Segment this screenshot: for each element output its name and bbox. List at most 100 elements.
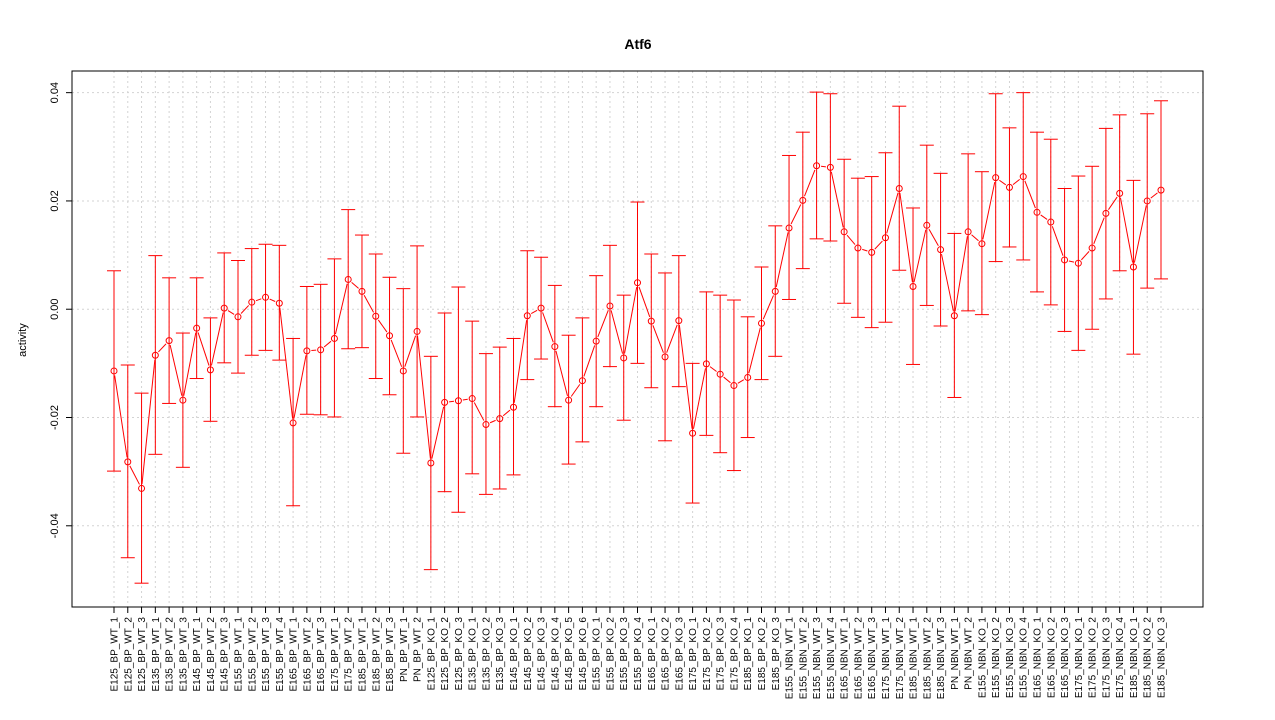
x-tick-label: E155_BP_WT_2: [247, 617, 258, 692]
x-tick-label: E125_BP_WT_2: [123, 617, 134, 692]
x-tick-label: E125_BP_KO_3: [454, 617, 465, 691]
data-point: [950, 312, 958, 320]
data-point: [702, 360, 710, 368]
data-point: [854, 244, 862, 252]
series-segment: [1051, 226, 1064, 256]
data-point: [151, 351, 159, 359]
x-tick-label: E185_BP_KO_1: [743, 617, 754, 691]
x-tick-label: E175_BP_KO_2: [702, 617, 713, 691]
data-point: [1157, 186, 1165, 194]
chart-title: Atf6: [624, 36, 651, 52]
data-point: [523, 312, 531, 320]
x-tick-label: E145_BP_KO_1: [509, 617, 520, 691]
x-tick-label: E185_NBN_KO_3: [1157, 617, 1168, 699]
x-tick-label: E165_NBN_KO_3: [1060, 617, 1071, 699]
x-tick-label: E185_NBN_WT_1: [909, 617, 920, 700]
data-point: [675, 317, 683, 325]
series-segment: [1080, 251, 1090, 261]
x-tick-label: E185_NBN_WT_3: [936, 617, 947, 700]
x-tick-label: E125_BP_WT_1: [110, 617, 121, 692]
series-segment: [129, 465, 140, 485]
data-point: [372, 312, 380, 320]
x-tick-label: E145_BP_WT_3: [220, 617, 231, 692]
x-tick-label: E155_NBN_WT_4: [826, 617, 837, 700]
series-segment: [652, 325, 664, 353]
data-point: [578, 377, 586, 385]
data-point: [1116, 189, 1124, 197]
series-segment: [555, 350, 568, 396]
data-point: [1143, 197, 1151, 205]
series-segment: [334, 283, 348, 335]
series-segment: [678, 324, 693, 429]
x-tick-label: E155_BP_WT_1: [233, 617, 244, 692]
data-point: [895, 184, 903, 192]
data-point: [220, 304, 228, 312]
data-point: [1019, 173, 1027, 181]
x-tick-label: E175_NBN_KO_4: [1115, 617, 1126, 699]
x-tick-label: E165_NBN_WT_2: [853, 617, 864, 700]
x-tick-label: E145_BP_KO_2: [523, 617, 534, 691]
series-segment: [114, 375, 128, 458]
x-tick-label: E185_BP_WT_3: [385, 617, 396, 692]
series-segment: [874, 240, 883, 250]
data-point: [441, 398, 449, 406]
x-tick-label: E135_BP_WT_1: [151, 617, 162, 692]
x-tick-label: E135_BP_KO_3: [495, 617, 506, 691]
x-tick-label: E185_BP_KO_3: [771, 617, 782, 691]
x-tick-label: E175_BP_KO_4: [729, 617, 740, 691]
x-tick-label: E145_BP_WT_1: [192, 617, 203, 692]
data-point: [1047, 218, 1055, 226]
series-segment: [583, 345, 596, 377]
x-tick-label: E185_BP_WT_2: [371, 617, 382, 692]
data-point: [881, 234, 889, 242]
x-tick-label: E135_BP_KO_2: [481, 617, 492, 691]
data-point: [978, 240, 986, 248]
x-tick-label: E125_BP_KO_1: [426, 617, 437, 691]
x-tick-label: E185_NBN_KO_1: [1129, 617, 1140, 699]
data-point: [206, 366, 214, 374]
data-point: [1061, 256, 1069, 264]
series-segment: [183, 332, 197, 396]
series-segment: [449, 400, 454, 403]
series-segment: [240, 305, 250, 314]
series-segment: [723, 376, 731, 384]
data-point: [757, 319, 765, 327]
series-segment: [255, 298, 262, 302]
series-segment: [804, 169, 816, 197]
data-point: [592, 337, 600, 345]
series-segment: [709, 366, 717, 372]
grid-lines: [72, 71, 1203, 607]
series-segment: [830, 171, 844, 228]
x-tick-label: E155_BP_WT_4: [275, 617, 286, 692]
series-segment: [790, 204, 802, 225]
series-segment: [692, 368, 706, 429]
series-segment: [941, 253, 954, 312]
x-tick-label: E185_BP_WT_1: [357, 617, 368, 692]
series-segment: [431, 406, 445, 459]
error-bars: [107, 91, 1168, 584]
x-tick-label: E145_BP_KO_5: [564, 617, 575, 691]
data-point: [647, 317, 655, 325]
data-point: [937, 246, 945, 254]
data-point: [537, 304, 545, 312]
series-segment: [999, 179, 1007, 186]
series-segment: [417, 335, 431, 459]
data-point: [124, 458, 132, 466]
series-segment: [737, 379, 745, 384]
data-point: [620, 354, 628, 362]
x-tick-label: E185_NBN_KO_2: [1143, 617, 1154, 699]
series-segment: [748, 327, 761, 374]
data-point: [110, 367, 118, 375]
data-point: [992, 174, 1000, 182]
data-point: [317, 346, 325, 354]
data-point: [868, 248, 876, 256]
x-tick-label: E155_BP_KO_2: [605, 617, 616, 691]
x-tick-label: E145_BP_KO_4: [550, 617, 561, 691]
series-segment: [1093, 217, 1105, 245]
x-tick-label: E175_BP_WT_1: [330, 617, 341, 692]
series-segment: [293, 355, 307, 419]
data-point: [964, 228, 972, 236]
data-point: [771, 287, 779, 295]
series-segment: [542, 312, 554, 343]
x-tick-label: E175_NBN_KO_2: [1088, 617, 1099, 699]
